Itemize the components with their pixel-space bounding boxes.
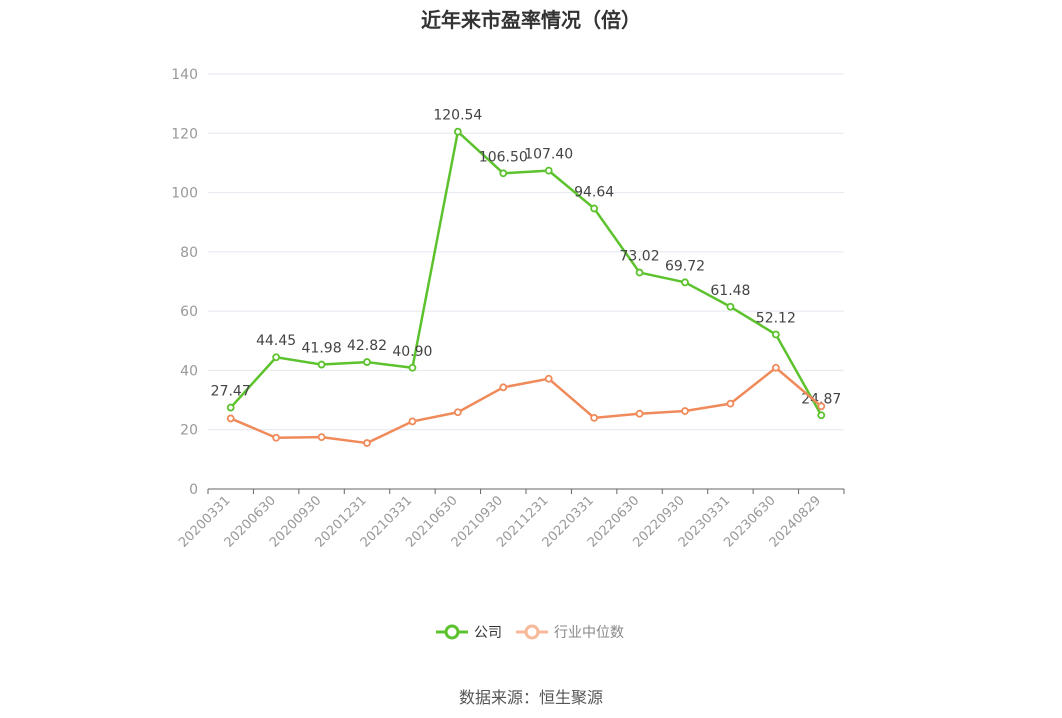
legend-label-industry-median: 行业中位数: [554, 625, 624, 641]
y-tick-label: 0: [189, 482, 198, 498]
data-point-company: [453, 127, 462, 136]
data-point-company: [408, 363, 417, 372]
data-point-industry-median: [635, 409, 644, 418]
data-point-company: [590, 204, 599, 213]
legend-label-company: 公司: [474, 625, 502, 641]
legend-swatch-company: [436, 624, 468, 640]
data-point-company: [817, 411, 826, 420]
data-point-company: [272, 353, 281, 362]
data-label: 73.02: [620, 249, 660, 265]
data-point-industry-median: [408, 417, 417, 426]
data-label: 24.87: [801, 391, 841, 407]
y-tick-label: 20: [180, 423, 198, 439]
data-label: 107.40: [524, 147, 573, 163]
y-tick-label: 80: [180, 245, 198, 261]
y-tick-label: 40: [180, 363, 198, 379]
data-label: 40.90: [392, 344, 432, 360]
data-label: 42.82: [347, 338, 387, 354]
data-point-industry-median: [726, 399, 735, 408]
data-point-industry-median: [544, 374, 553, 383]
data-point-company: [544, 166, 553, 175]
data-point-company: [226, 403, 235, 412]
data-point-company: [317, 360, 326, 369]
data-point-industry-median: [681, 407, 689, 415]
y-tick-label: 140: [171, 67, 198, 83]
legend: 公司 行业中位数: [436, 622, 638, 642]
data-point-industry-median: [499, 383, 508, 392]
series-line-industry-median: [230, 366, 823, 445]
data-point-industry-median: [590, 413, 599, 422]
data-point-industry-median: [453, 408, 462, 417]
data-point-industry-median: [817, 402, 826, 411]
legend-swatch-industry-median: [516, 624, 548, 640]
data-point-industry-median: [771, 363, 780, 372]
data-label: 61.48: [710, 283, 750, 299]
data-point-company: [363, 358, 371, 366]
data-point-company: [681, 278, 689, 287]
y-tick-label: 60: [180, 304, 198, 320]
data-point-industry-median: [226, 414, 235, 423]
data-label: 106.50: [479, 149, 528, 165]
data-point-company: [771, 330, 780, 339]
data-label: 120.54: [433, 108, 482, 124]
data-label: 69.72: [665, 258, 705, 274]
y-tick-label: 100: [171, 186, 198, 202]
data-label: 41.98: [302, 341, 342, 357]
data-point-industry-median: [317, 433, 326, 442]
data-point-industry-median: [272, 433, 281, 442]
data-label: 27.47: [211, 384, 251, 400]
data-point-company: [635, 268, 644, 277]
chart-title: 近年来市盈率情况（倍）: [421, 8, 641, 32]
data-label: 94.64: [574, 184, 614, 200]
data-label: 44.45: [256, 333, 296, 349]
series-line-company: [229, 130, 823, 416]
data-point-industry-median: [363, 439, 371, 447]
y-tick-label: 120: [171, 126, 198, 142]
data-point-company: [499, 169, 508, 178]
legend-item-industry-median[interactable]: 行业中位数: [516, 622, 624, 642]
data-source: 数据来源：恒生聚源: [458, 688, 603, 707]
data-label: 52.12: [756, 311, 796, 327]
data-point-company: [726, 302, 735, 311]
legend-item-company[interactable]: 公司: [436, 622, 502, 642]
